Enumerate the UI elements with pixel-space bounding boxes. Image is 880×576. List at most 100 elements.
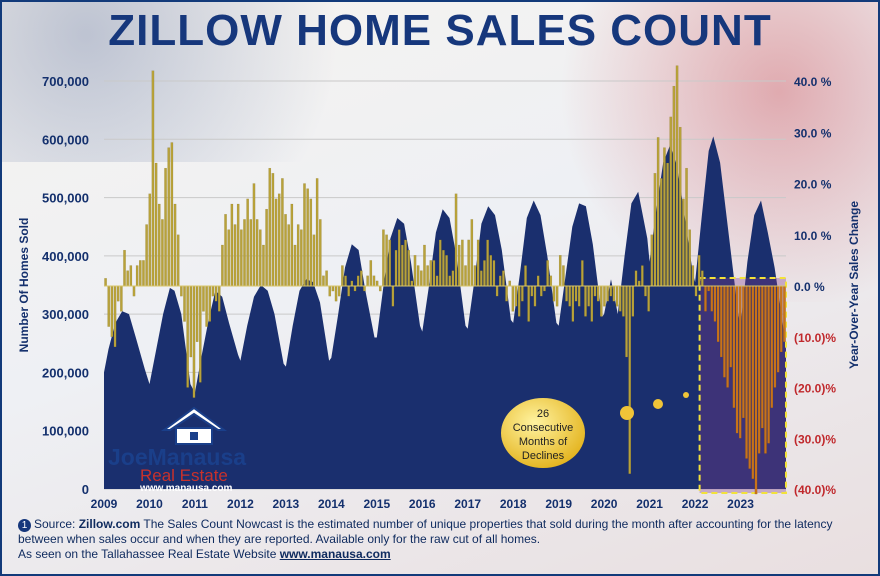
yoy-bar [176,234,180,287]
yoy-bar [486,239,489,287]
yoy-bar [378,285,382,292]
yoy-bar [754,285,758,495]
yoy-bar [113,285,117,348]
yoy-bar [438,239,442,287]
yoy-bar [527,285,530,322]
source-name[interactable]: Zillow.com [78,517,141,531]
yoy-bar [183,285,186,322]
callout-bubble-icon [501,398,585,468]
yoy-bar [729,285,733,368]
yoy-bar [199,285,202,383]
yoy-bar [129,265,133,287]
left-axis-title: Number Of Homes Sold [17,218,31,353]
logo-joe-manausa: JoeManausa [108,444,247,470]
left-axis-tick: 200,000 [42,365,89,380]
left-axis-tick: 0 [82,482,89,497]
yoy-bar [186,285,189,388]
yoy-bar [287,224,290,287]
yoy-bar [157,203,161,287]
yoy-bar [284,214,287,287]
yoy-bar [208,285,212,322]
yoy-bar [779,285,783,353]
yoy-bar [375,280,379,287]
right-axis-tick: 30.0 % [794,126,832,140]
yoy-bar [120,285,123,312]
yoy-bar [432,260,436,287]
yoy-bar [461,239,464,287]
yoy-bar [217,285,221,312]
yoy-bar [732,285,736,408]
callout-line-2: Consecutive [512,422,574,434]
yoy-bar [694,285,698,297]
yoy-bar [451,270,455,287]
yoy-bar [691,265,695,287]
homes-sold-area [104,136,786,489]
yoy-bar [622,285,625,317]
yoy-bar [132,285,136,297]
yoy-bar [170,142,174,287]
yoy-bar [688,229,691,287]
x-axis-tick: 2019 [545,497,572,511]
x-axis-tick: 2013 [273,497,300,511]
x-axis-tick: 2010 [136,497,163,511]
yoy-bar [268,167,272,287]
yoy-bar [546,260,549,287]
yoy-bar [713,285,717,322]
yoy-bar [293,244,297,287]
x-axis-tick: 2017 [454,497,481,511]
yoy-bar [533,285,537,307]
yoy-bar [590,285,594,322]
yoy-bar [653,173,657,287]
yoy-bar [322,275,325,287]
yoy-bar [233,224,237,287]
yoy-bar [536,275,540,287]
yoy-bar [742,285,745,419]
yoy-bar [407,249,410,287]
yoy-bar [236,203,240,287]
yoy-bar [249,219,253,287]
yoy-bar [385,234,388,287]
yoy-bar [581,260,584,287]
yoy-bar [470,219,474,287]
x-axis-tick: 2009 [91,497,118,511]
yoy-bar [600,285,603,317]
yoy-bar [530,285,534,297]
yoy-bar [555,285,559,307]
yoy-bar [448,275,452,287]
yoy-bar [540,285,543,297]
yoy-bar [593,285,597,297]
yoy-bar [243,219,246,287]
yoy-bar [682,198,685,287]
yoy-bar [356,275,360,287]
right-axis-tick: 40.0 % [794,75,832,89]
yoy-bar [116,285,120,302]
yoy-bar [574,285,578,302]
yoy-bar [454,193,458,287]
flag-background-blue [2,2,422,162]
yoy-bar [726,285,729,388]
seen-on-url[interactable]: www.manausa.com [279,547,391,561]
yoy-bar [647,285,650,312]
right-axis-tick: (30.0)% [794,432,836,446]
yoy-bar [255,219,259,287]
x-axis-tick: 2016 [409,497,436,511]
yoy-bar [173,203,177,287]
house-logo-icon [160,406,228,445]
yoy-bar [751,285,755,480]
yoy-bar [521,285,524,302]
yoy-bar [189,285,193,358]
yoy-bar [435,275,439,287]
yoy-bar [748,285,751,469]
yoy-bar [631,285,635,317]
yoy-bar [625,285,628,358]
yoy-bar [347,285,350,297]
yoy-bar [211,285,215,297]
yoy-bar [476,239,480,287]
yoy-bar [442,249,445,287]
yoy-bar [783,285,786,342]
yoy-bar [669,116,673,287]
right-axis-title: Year-Over-Year Sales Change [847,201,861,369]
yoy-bar [221,244,224,287]
yoy-bar [776,285,780,373]
